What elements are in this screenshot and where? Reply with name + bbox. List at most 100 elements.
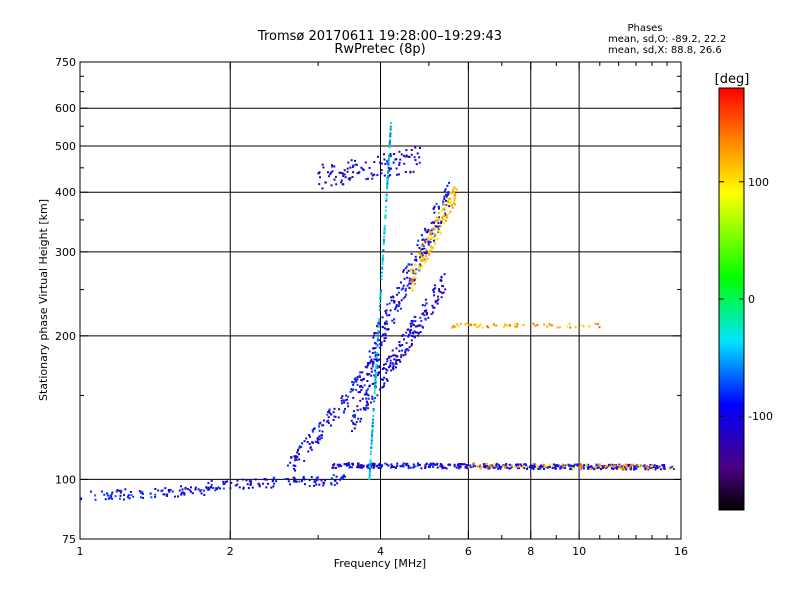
data-point — [457, 463, 460, 466]
data-point — [373, 173, 376, 176]
data-point — [393, 318, 396, 321]
data-point — [443, 207, 446, 210]
data-point — [371, 365, 374, 368]
data-point — [406, 271, 409, 274]
data-point — [356, 409, 359, 412]
data-point — [567, 463, 570, 466]
data-point — [419, 253, 422, 256]
data-point — [418, 266, 421, 269]
data-point — [388, 142, 391, 145]
data-point — [392, 365, 395, 368]
data-point — [629, 468, 632, 471]
data-point — [241, 478, 244, 481]
data-point — [432, 291, 435, 294]
data-point — [439, 279, 442, 282]
data-point — [475, 325, 478, 328]
data-point — [440, 275, 443, 278]
data-point — [364, 161, 367, 164]
data-point — [398, 343, 401, 346]
data-point — [340, 402, 343, 405]
data-point — [331, 466, 334, 469]
data-point — [400, 288, 403, 291]
x-tick-label: 4 — [377, 545, 384, 558]
y-tick-label: 300 — [55, 246, 76, 259]
data-point — [431, 311, 434, 314]
data-point — [427, 228, 430, 231]
data-point — [419, 324, 422, 327]
data-point — [374, 351, 377, 354]
data-point — [561, 463, 564, 466]
data-point — [205, 487, 208, 490]
data-point — [330, 483, 333, 486]
data-point — [397, 304, 400, 307]
data-point — [111, 497, 114, 500]
data-point — [389, 155, 392, 158]
data-point — [470, 464, 473, 467]
data-point — [454, 197, 457, 200]
data-point — [418, 156, 421, 159]
data-point — [442, 285, 445, 288]
data-point — [375, 363, 378, 366]
data-point — [440, 219, 443, 222]
data-point — [411, 322, 414, 325]
data-point — [548, 323, 551, 326]
data-point — [194, 488, 197, 491]
data-point — [302, 475, 305, 478]
data-point — [173, 495, 176, 498]
data-point — [387, 156, 390, 159]
data-point — [361, 386, 364, 389]
data-point — [294, 459, 297, 462]
data-point — [434, 227, 437, 230]
data-point — [627, 465, 630, 468]
data-point — [374, 383, 377, 386]
data-point — [507, 324, 510, 327]
data-point — [661, 464, 664, 467]
data-point — [407, 349, 410, 352]
data-point — [312, 430, 315, 433]
data-point — [417, 239, 420, 242]
data-point — [447, 201, 450, 204]
data-point — [523, 463, 526, 466]
data-point — [442, 291, 445, 294]
data-point — [328, 411, 331, 414]
data-point — [397, 301, 400, 304]
data-point — [572, 466, 575, 469]
data-point — [599, 465, 602, 468]
data-point — [406, 348, 409, 351]
data-point — [372, 467, 375, 470]
data-point — [342, 474, 345, 477]
data-point — [410, 284, 413, 287]
data-point — [392, 161, 395, 164]
data-point — [442, 218, 445, 221]
data-point — [212, 487, 215, 490]
data-point — [409, 280, 412, 283]
data-point — [425, 231, 428, 234]
data-point — [166, 493, 169, 496]
data-point — [383, 225, 386, 228]
data-point — [468, 323, 471, 326]
data-point — [412, 463, 415, 466]
data-point — [348, 466, 351, 469]
data-point — [318, 422, 321, 425]
data-point — [387, 162, 390, 165]
data-point — [437, 225, 440, 228]
data-point — [422, 245, 425, 248]
data-point — [141, 490, 144, 493]
data-point — [424, 464, 427, 467]
data-point — [366, 393, 369, 396]
data-point — [552, 463, 555, 466]
data-point — [422, 257, 425, 260]
data-point — [351, 166, 354, 169]
data-point — [423, 314, 426, 317]
data-point — [290, 455, 293, 458]
data-point — [405, 154, 408, 157]
data-point — [118, 489, 121, 492]
data-point — [393, 358, 396, 361]
data-point — [242, 487, 245, 490]
data-point — [612, 467, 615, 470]
data-point — [317, 172, 320, 175]
data-point — [403, 338, 406, 341]
data-point — [435, 217, 438, 220]
data-point — [382, 239, 385, 242]
data-point — [447, 463, 450, 466]
